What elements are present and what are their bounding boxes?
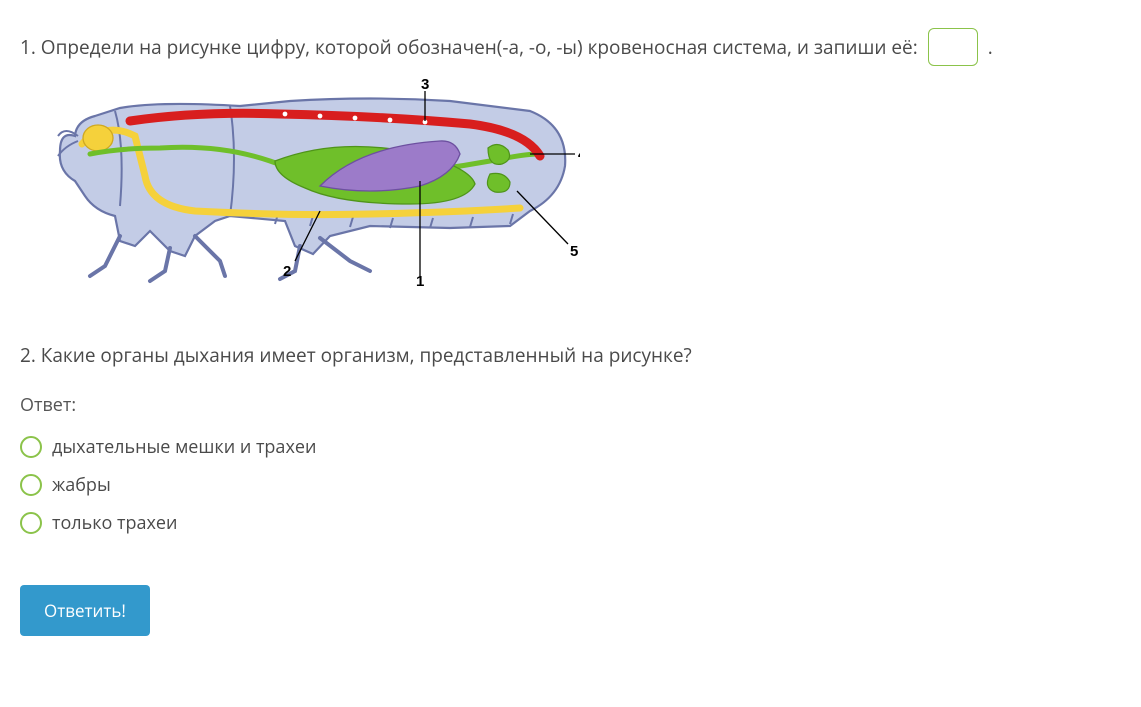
question-1-text: 1. Определи на рисунке цифру, которой об… [20,34,918,61]
radio-option-3[interactable]: только трахеи [20,511,1121,535]
diagram-label-5: 5 [570,243,578,260]
diagram-label-1: 1 [416,273,424,286]
question-2-text: 2. Какие органы дыхания имеет организм, … [20,342,1121,369]
insect-anatomy-diagram: 1 2 3 4 5 [20,76,1121,292]
radio-label: только трахеи [52,511,177,535]
diagram-label-4: 4 [578,146,580,163]
radio-icon [20,436,42,458]
radio-label: дыхательные мешки и трахеи [52,435,316,459]
question-2: 2. Какие органы дыхания имеет организм, … [20,342,1121,535]
radio-icon [20,512,42,534]
diagram-svg: 1 2 3 4 5 [20,76,580,286]
answer-label: Ответ: [20,393,1121,417]
diagram-label-3: 3 [421,76,429,93]
submit-button[interactable]: Ответить! [20,585,150,636]
diagram-label-2: 2 [283,263,291,280]
radio-option-1[interactable]: дыхательные мешки и трахеи [20,435,1121,459]
radio-group: дыхательные мешки и трахеи жабры только … [20,435,1121,535]
radio-icon [20,474,42,496]
question-1: 1. Определи на рисунке цифру, которой об… [20,28,1121,66]
q1-period: . [988,34,993,60]
answer-input-q1[interactable] [928,28,978,66]
radio-label: жабры [52,473,111,497]
radio-option-2[interactable]: жабры [20,473,1121,497]
